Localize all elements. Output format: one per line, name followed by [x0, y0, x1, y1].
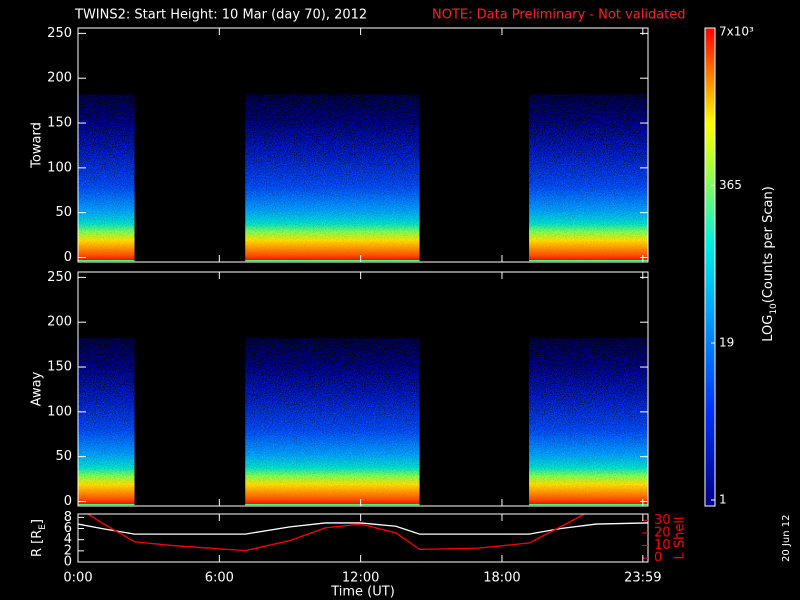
label-part: 10 [769, 303, 779, 315]
note: NOTE: Data Preliminary - Not validated [432, 8, 686, 23]
x-tick-label: 18:00 [483, 571, 520, 586]
speckle [78, 94, 135, 263]
axes-frame [77, 513, 649, 563]
colorbar-tick-label: 365 [719, 178, 742, 192]
y-tick-label: 50 [55, 205, 72, 220]
label-part: ] [30, 519, 45, 524]
colorbar-label: LOG10(Counts per Scan) [761, 186, 779, 342]
label-part: LOG [761, 315, 776, 342]
y-axis-label: Away [30, 371, 45, 406]
axes-frame [77, 27, 649, 263]
x-tick-label: 0:00 [63, 571, 92, 586]
colorbar-tick-label: 7x10³ [719, 25, 754, 39]
speckle [245, 338, 420, 506]
y-tick-label: 0 [64, 250, 72, 265]
y-tick-label: 6 [64, 521, 72, 536]
speckle [529, 338, 648, 506]
y-tick-label: 2 [64, 543, 72, 558]
y-tick-label: 200 [47, 315, 72, 330]
y-tick-label: 200 [47, 71, 72, 86]
y-tick-label: 50 [55, 449, 72, 464]
x-axis-label: Time (UT) [330, 585, 395, 600]
y-tick-label: 150 [47, 116, 72, 131]
label-part: E [38, 524, 48, 530]
axes-frame [77, 271, 649, 507]
x-tick-label: 6:00 [205, 571, 234, 586]
label-part: R [R [30, 530, 45, 557]
date: 20 Jun 12 [781, 515, 792, 562]
colorbar [704, 27, 716, 507]
y2-tick-label: 20 [654, 525, 671, 540]
y-axis-label: R [RE] [30, 519, 48, 557]
y2-axis-label: L Shell [673, 516, 688, 559]
y-axis-label: Toward [30, 122, 45, 169]
y-tick-label: 4 [64, 532, 72, 547]
y-tick-label: 100 [47, 160, 72, 175]
y-tick-label: 8 [64, 510, 72, 525]
y-tick-label: 0 [64, 555, 72, 570]
y-tick-label: 150 [47, 360, 72, 375]
speckle [245, 94, 420, 263]
speckle [78, 338, 135, 506]
y2-tick-label: 0 [654, 551, 662, 566]
y2-tick-label: 10 [654, 538, 671, 553]
orbit-line [86, 514, 586, 552]
colorbar-tick-label: 19 [719, 336, 734, 350]
orbit-line [78, 522, 648, 535]
plot-area [78, 514, 648, 552]
x-tick-label: 12:00 [342, 571, 379, 586]
x-tick-label: 23:59 [624, 571, 661, 586]
y2-tick-label: 30 [654, 513, 671, 528]
colorbar-tick-label: 1 [719, 493, 727, 507]
y-tick-label: 250 [47, 26, 72, 41]
y-tick-label: 100 [47, 404, 72, 419]
y-tick-label: 250 [47, 270, 72, 285]
y-tick-label: 0 [64, 494, 72, 509]
speckle [529, 94, 648, 263]
title: TWINS2: Start Height: 10 Mar (day 70), 2… [74, 8, 367, 23]
label-part: (Counts per Scan) [761, 186, 776, 303]
